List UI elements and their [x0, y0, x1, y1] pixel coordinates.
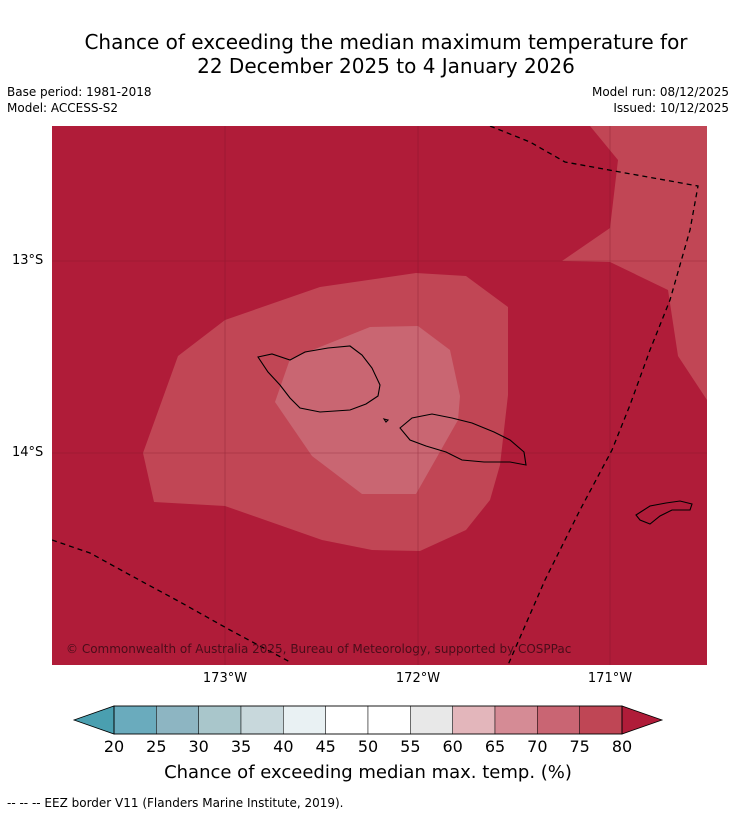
colorbar-tick-label: 45	[315, 737, 336, 756]
manono-island	[382, 418, 390, 423]
copyright-text: © Commonwealth of Australia 2025, Bureau…	[66, 642, 571, 656]
eez-border	[52, 126, 699, 665]
colorbar-tick-label: 30	[188, 737, 209, 756]
chart-title: Chance of exceeding the median maximum t…	[0, 30, 736, 78]
region-75-80-ne	[562, 126, 707, 400]
colorbar-segment	[452, 705, 496, 735]
colorbar-segment	[579, 705, 623, 735]
colorbar-tick-label: 65	[484, 737, 506, 756]
colorbar-tick-label: 50	[357, 737, 379, 756]
upolu-island	[399, 413, 527, 466]
grid-lines	[52, 126, 707, 665]
colorbar-tick-label: 80	[611, 737, 633, 756]
lat-label-13s: 13°S	[12, 253, 44, 268]
colorbar-low-arrow	[72, 705, 115, 735]
islands	[257, 345, 693, 525]
colorbar	[72, 705, 664, 735]
colorbar-tick-label: 20	[103, 737, 125, 756]
colorbar-tick-label: 25	[146, 737, 167, 756]
meta-left: Base period: 1981-2018 Model: ACCESS-S2	[7, 84, 152, 116]
title-line-2: 22 December 2025 to 4 January 2026	[197, 54, 575, 78]
colorbar-high-arrow	[621, 705, 664, 735]
colorbar-segment	[198, 705, 242, 735]
footnote: -- -- -- EEZ border V11 (Flanders Marine…	[7, 796, 344, 810]
lon-label-173w: 173°W	[202, 671, 248, 686]
colorbar-tick-label: 70	[527, 737, 548, 756]
tutuila-island	[635, 500, 693, 525]
colorbar-segment	[494, 705, 538, 735]
colorbar-segment	[283, 705, 326, 735]
region-70-75-central	[275, 326, 460, 494]
colorbar-segment	[325, 705, 369, 735]
meta-right: Model run: 08/12/2025 Issued: 10/12/2025	[592, 84, 729, 116]
lon-label-172w: 172°W	[395, 671, 441, 686]
lon-label-171w: 171°W	[587, 671, 633, 686]
map-area: © Commonwealth of Australia 2025, Bureau…	[52, 126, 707, 665]
title-line-1: Chance of exceeding the median maximum t…	[84, 30, 688, 54]
colorbar-segments	[113, 705, 623, 735]
savaii-island	[257, 345, 381, 413]
colorbar-segment	[537, 705, 580, 735]
colorbar-segment	[113, 705, 157, 735]
base-period: Base period: 1981-2018	[7, 85, 152, 99]
colorbar-tick-label: 35	[230, 737, 252, 756]
issued-date: Issued: 10/12/2025	[613, 101, 729, 115]
colorbar-segment	[156, 705, 199, 735]
colorbar-tick-label: 55	[400, 737, 421, 756]
colorbar-tick-label: 60	[442, 737, 463, 756]
colorbar-segment	[367, 705, 411, 735]
colorbar-segment	[240, 705, 284, 735]
lat-label-14s: 14°S	[12, 445, 44, 460]
colorbar-tick-label: 40	[273, 737, 294, 756]
model-name: Model: ACCESS-S2	[7, 101, 119, 115]
colorbar-tick-label: 75	[569, 737, 590, 756]
model-run: Model run: 08/12/2025	[591, 85, 729, 99]
colorbar-label: Chance of exceeding median max. temp. (%…	[164, 762, 572, 783]
colorbar-outline	[113, 705, 623, 735]
colorbar-segment	[410, 705, 453, 735]
